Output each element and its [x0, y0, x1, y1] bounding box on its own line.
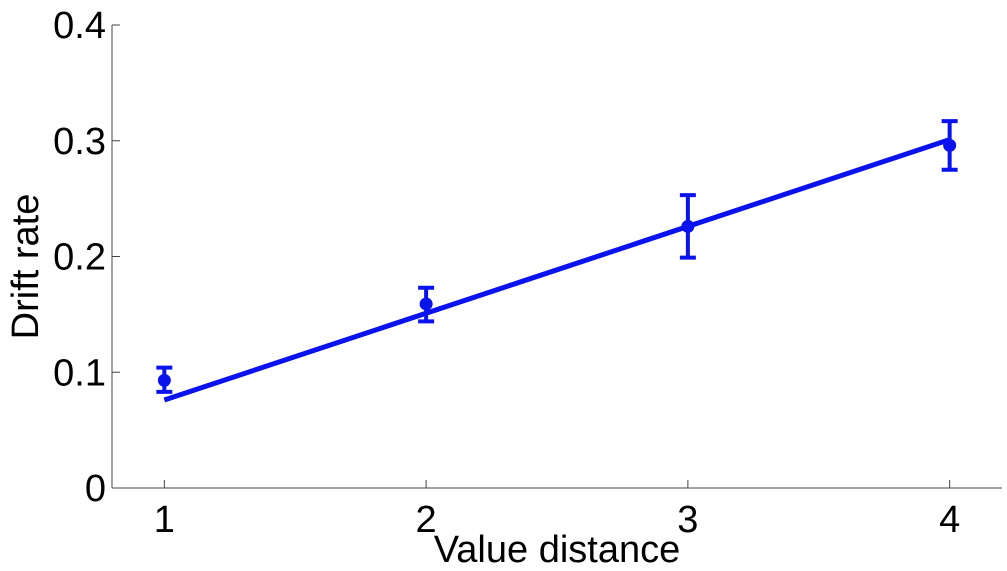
- y-ticks: 0 0.1 0.2 0.3 0.4: [53, 5, 120, 510]
- data-point-group: [156, 365, 173, 394]
- data-point: [681, 219, 695, 233]
- data-point-group: [679, 193, 696, 260]
- y-tick-label: 0.4: [53, 5, 106, 47]
- data-point: [943, 138, 957, 152]
- x-tick-label: 3: [677, 499, 698, 541]
- x-ticks: 1 2 3 4: [154, 480, 960, 541]
- plot-area: [156, 119, 958, 403]
- axes: [111, 25, 1002, 489]
- x-tick-label: 1: [154, 499, 175, 541]
- y-tick-label: 0.1: [53, 352, 106, 394]
- x-tick-label: 4: [939, 499, 960, 541]
- fit-line: [163, 137, 951, 403]
- data-point: [419, 297, 433, 311]
- x-tick-label: 2: [416, 499, 437, 541]
- data-point-group: [418, 285, 435, 324]
- y-tick-label: 0.3: [53, 121, 106, 163]
- y-tick-label: 0: [85, 468, 106, 510]
- y-axis-label: Drift rate: [5, 194, 47, 340]
- x-axis-label: Value distance: [434, 529, 680, 571]
- data-point-group: [941, 119, 958, 172]
- y-tick-label: 0.2: [53, 237, 106, 279]
- data-point: [157, 373, 171, 387]
